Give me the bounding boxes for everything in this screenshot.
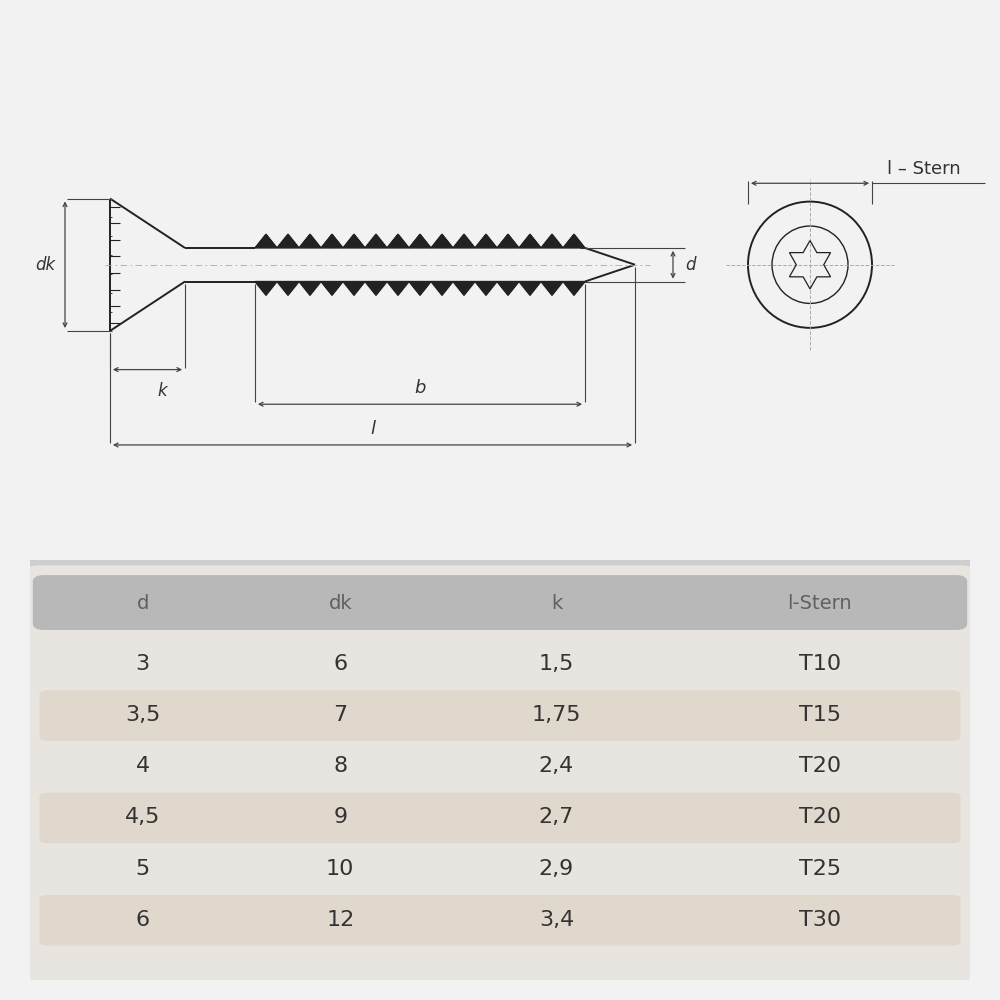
Polygon shape xyxy=(299,234,321,248)
Text: 12: 12 xyxy=(326,910,354,930)
Polygon shape xyxy=(277,282,299,295)
Text: 8: 8 xyxy=(333,756,347,776)
Text: d: d xyxy=(685,256,696,274)
Text: T10: T10 xyxy=(799,654,841,674)
Polygon shape xyxy=(519,234,541,248)
Polygon shape xyxy=(299,282,321,295)
FancyBboxPatch shape xyxy=(33,575,967,630)
Text: 2,7: 2,7 xyxy=(539,807,574,827)
Polygon shape xyxy=(277,234,299,248)
Polygon shape xyxy=(321,234,343,248)
Polygon shape xyxy=(387,234,409,248)
Text: k: k xyxy=(158,382,167,400)
Text: 5: 5 xyxy=(136,859,150,879)
Text: 6: 6 xyxy=(333,654,347,674)
FancyBboxPatch shape xyxy=(39,793,961,843)
Polygon shape xyxy=(321,282,343,295)
Polygon shape xyxy=(365,234,387,248)
FancyBboxPatch shape xyxy=(2,544,998,996)
Text: 9: 9 xyxy=(333,807,347,827)
Polygon shape xyxy=(365,282,387,295)
Polygon shape xyxy=(409,234,431,248)
Text: 1,75: 1,75 xyxy=(532,705,581,725)
Text: 3,5: 3,5 xyxy=(125,705,160,725)
Polygon shape xyxy=(409,282,431,295)
Polygon shape xyxy=(453,234,475,248)
Polygon shape xyxy=(255,282,277,295)
Text: T15: T15 xyxy=(799,705,841,725)
FancyBboxPatch shape xyxy=(39,690,961,741)
Text: dk: dk xyxy=(328,594,352,613)
Polygon shape xyxy=(519,282,541,295)
Text: 4,5: 4,5 xyxy=(125,807,160,827)
Text: 4: 4 xyxy=(136,756,150,776)
Polygon shape xyxy=(475,282,497,295)
Text: 2,9: 2,9 xyxy=(539,859,574,879)
Text: T25: T25 xyxy=(799,859,841,879)
Text: T20: T20 xyxy=(799,807,841,827)
Text: l: l xyxy=(370,420,375,438)
Polygon shape xyxy=(343,282,365,295)
Polygon shape xyxy=(343,234,365,248)
Text: 1,5: 1,5 xyxy=(539,654,574,674)
Polygon shape xyxy=(431,282,453,295)
Text: l-Stern: l-Stern xyxy=(787,594,852,613)
Text: 3: 3 xyxy=(136,654,150,674)
Text: 7: 7 xyxy=(333,705,347,725)
Polygon shape xyxy=(497,282,519,295)
Polygon shape xyxy=(563,282,585,295)
Polygon shape xyxy=(255,234,277,248)
FancyBboxPatch shape xyxy=(39,895,961,946)
Text: dk: dk xyxy=(35,256,55,274)
Polygon shape xyxy=(387,282,409,295)
Polygon shape xyxy=(431,234,453,248)
Polygon shape xyxy=(541,282,563,295)
Text: 10: 10 xyxy=(326,859,354,879)
Text: k: k xyxy=(551,594,562,613)
FancyBboxPatch shape xyxy=(21,565,979,985)
Text: T20: T20 xyxy=(799,756,841,776)
Polygon shape xyxy=(453,282,475,295)
Text: d: d xyxy=(137,594,149,613)
Polygon shape xyxy=(497,234,519,248)
Polygon shape xyxy=(563,234,585,248)
Text: T30: T30 xyxy=(799,910,841,930)
Text: l – Stern: l – Stern xyxy=(887,160,961,178)
Polygon shape xyxy=(541,234,563,248)
Polygon shape xyxy=(475,234,497,248)
Text: 3,4: 3,4 xyxy=(539,910,574,930)
Text: 2,4: 2,4 xyxy=(539,756,574,776)
Text: b: b xyxy=(414,379,426,397)
Text: 6: 6 xyxy=(136,910,150,930)
